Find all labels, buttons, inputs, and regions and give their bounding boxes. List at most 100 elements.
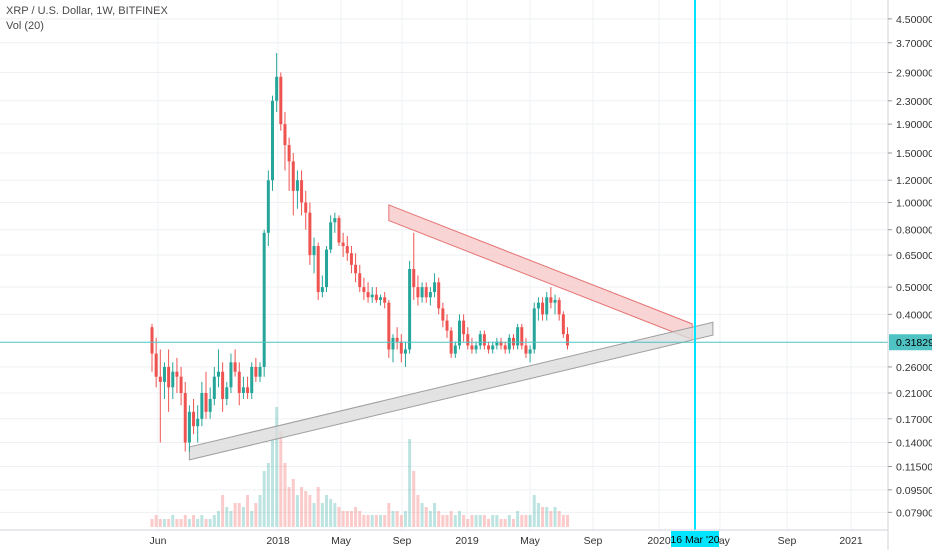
volume-bar [254, 503, 258, 527]
candle-body [154, 353, 158, 377]
candle [320, 275, 324, 298]
candle [291, 152, 295, 216]
candle-body [516, 327, 520, 346]
price-tick-label: 1.20000 [896, 175, 932, 187]
candle-body [491, 345, 495, 350]
candle [528, 345, 532, 363]
price-tick-label: 0.11500 [896, 462, 932, 474]
candle-body [221, 371, 225, 399]
volume-bar [258, 495, 262, 527]
volume-bar [391, 511, 395, 527]
candle [416, 275, 420, 306]
candle-body [408, 268, 412, 350]
candle-body [524, 345, 528, 354]
volume-bar [187, 519, 191, 527]
candle [192, 398, 196, 435]
candle [370, 287, 374, 303]
price-tick-label: 1.90000 [896, 119, 932, 131]
candle-body [379, 297, 383, 300]
candle [279, 72, 283, 131]
current-price-badge-bg [889, 334, 932, 351]
price-tick-label: 0.09500 [896, 485, 932, 497]
candle [270, 95, 274, 191]
volume-bar [478, 515, 482, 527]
candle-body [541, 302, 545, 315]
candle-body [270, 100, 274, 181]
candle-body [428, 292, 432, 298]
candle [246, 376, 250, 399]
candle [391, 334, 395, 363]
candle [275, 53, 279, 112]
candle [478, 330, 482, 350]
price-tick-label: 3.70000 [896, 38, 932, 50]
candle-body [295, 180, 299, 191]
candle-body [241, 387, 245, 394]
candle-body [329, 222, 333, 250]
volume-bar [212, 515, 216, 527]
candle [366, 282, 370, 303]
candle [225, 381, 229, 406]
volume-bar [495, 515, 499, 527]
candle [295, 170, 299, 209]
candle-body [258, 366, 262, 377]
candle-body [561, 314, 565, 335]
candle [536, 297, 540, 321]
candle-body [433, 282, 437, 293]
price-tick-label: 0.26000 [896, 362, 932, 374]
candle-body [474, 345, 478, 350]
candle [358, 264, 362, 293]
volume-bar [287, 487, 291, 527]
chart-legend: XRP / U.S. Dollar, 1W, BITFINEX Vol (20) [6, 4, 168, 34]
volume-bar [312, 503, 316, 527]
candle-body [187, 411, 191, 443]
volume-bar [300, 487, 304, 527]
candle [487, 341, 491, 354]
volume-bar [358, 511, 362, 527]
candle [466, 327, 470, 350]
candle [428, 287, 432, 306]
candle-body [549, 297, 553, 303]
candle-body [466, 334, 470, 346]
volume-bar [196, 519, 200, 527]
candle [491, 341, 495, 354]
candle [532, 302, 536, 354]
volume-bar [457, 511, 461, 527]
candle [175, 357, 179, 394]
candle-body [275, 76, 279, 101]
candle-body [557, 299, 561, 315]
candle [561, 311, 565, 338]
candle-body [395, 337, 399, 342]
candle [507, 334, 511, 354]
volume-bar [412, 471, 416, 527]
volume-bar [266, 463, 270, 527]
volume-bar [428, 511, 432, 527]
time-tick-label: May [520, 535, 541, 547]
candle [341, 232, 345, 257]
crosshair-date-badge: 16 Mar '20 [670, 531, 720, 547]
volume-bar [403, 511, 407, 527]
volume-bar [549, 511, 553, 527]
volume-bar [320, 503, 324, 527]
candle [200, 381, 204, 427]
candle [154, 337, 158, 388]
volume-bar [524, 515, 528, 527]
time-tick-label: 2019 [455, 535, 479, 547]
volume-bar [491, 515, 495, 527]
volume-bar [241, 507, 245, 527]
candle [150, 323, 154, 372]
crosshair-date-label: 16 Mar '20 [670, 534, 719, 546]
candle [495, 337, 499, 350]
candle [545, 292, 549, 321]
volume-bar [341, 511, 345, 527]
candle [316, 242, 320, 300]
candle-body [325, 249, 329, 288]
candle-body [545, 297, 549, 315]
candle [204, 371, 208, 419]
volume-bar [208, 519, 212, 527]
symbol-title: XRP / U.S. Dollar, 1W, BITFINEX [6, 5, 168, 17]
current-price-label: 0.31829 [896, 337, 932, 349]
candle [171, 362, 175, 399]
candle [524, 337, 528, 358]
candle [553, 294, 557, 315]
